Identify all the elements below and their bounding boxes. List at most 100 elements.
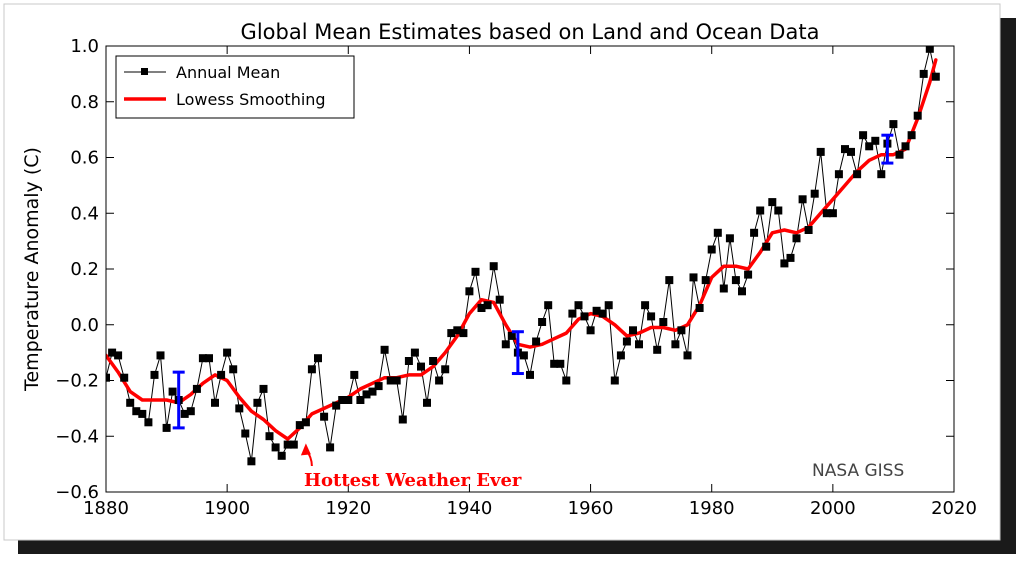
annual-mean-point: [526, 370, 534, 379]
annual-mean-point: [241, 429, 250, 438]
y-tick-label: −0.2: [55, 371, 99, 392]
annual-mean-point: [198, 354, 207, 363]
annual-mean-point: [913, 111, 922, 120]
annual-mean-point: [562, 376, 571, 385]
annotation-hottest-weather: Hottest Weather Ever: [304, 470, 522, 491]
annual-mean-point: [283, 440, 292, 449]
plot-area: [106, 46, 940, 466]
y-tick-label: −0.6: [55, 482, 99, 503]
annual-mean-point: [235, 404, 244, 413]
x-tick-label: 1900: [204, 498, 250, 519]
annual-mean-point: [410, 348, 419, 357]
annual-mean-point: [144, 418, 153, 427]
annual-mean-point: [108, 348, 117, 357]
annual-mean-point: [132, 407, 141, 416]
annual-mean-point: [441, 365, 450, 374]
annual-mean-point: [126, 398, 135, 407]
annual-mean-point: [853, 170, 862, 179]
annual-mean-point: [641, 301, 650, 310]
annual-mean-point: [568, 309, 577, 318]
annual-mean-point: [598, 309, 607, 318]
annual-mean-point: [556, 359, 565, 368]
annual-mean-point: [592, 306, 601, 315]
legend-annual-mean-label: Annual Mean: [176, 63, 280, 82]
annual-mean-point: [156, 351, 165, 360]
annual-mean-point: [931, 72, 940, 81]
annual-mean-point: [362, 390, 371, 399]
annual-mean-point: [138, 409, 147, 418]
annual-mean-point: [253, 398, 262, 407]
annual-mean-point: [792, 234, 801, 243]
annual-mean-point: [380, 345, 389, 354]
legend: Annual Mean Lowess Smoothing: [115, 55, 355, 119]
annual-mean-point: [865, 142, 874, 151]
annual-mean-point: [386, 376, 395, 385]
annual-mean-point: [907, 131, 916, 140]
x-tick-label: 2020: [931, 498, 977, 519]
legend-box: [115, 55, 355, 119]
annual-mean-point: [750, 228, 759, 237]
annual-mean-point: [725, 234, 734, 243]
y-tick-label: −0.4: [55, 426, 99, 447]
annual-mean-point: [301, 418, 310, 427]
y-tick-label: 0.6: [70, 148, 99, 169]
annual-mean-point: [719, 284, 728, 293]
annual-mean-point: [483, 301, 492, 310]
annual-mean-point: [647, 312, 656, 321]
annual-mean-point: [738, 287, 746, 296]
annual-mean-point: [507, 331, 516, 340]
annual-mean-point: [307, 365, 316, 374]
annual-mean-point: [731, 276, 740, 285]
x-tick-label: 1940: [447, 498, 493, 519]
annual-mean-point: [392, 376, 401, 385]
x-tick-label: 2000: [810, 498, 856, 519]
x-tick-label: 1960: [568, 498, 614, 519]
annual-mean-point: [574, 301, 583, 310]
annual-mean-point: [610, 376, 619, 385]
annual-mean-point: [859, 131, 868, 140]
annual-mean-point: [786, 253, 795, 262]
annual-mean-point: [780, 259, 789, 268]
annual-mean-point: [326, 443, 335, 452]
annual-mean-point: [532, 337, 541, 346]
annual-mean-point: [629, 326, 637, 335]
y-tick-label: 0.8: [70, 92, 99, 113]
annual-mean-point: [489, 262, 498, 271]
annual-mean-point: [398, 415, 407, 424]
chart-title: Global Mean Estimates based on Land and …: [241, 20, 820, 44]
annual-mean-point: [689, 273, 698, 282]
annual-mean-point: [677, 326, 686, 335]
annual-mean-point: [659, 318, 668, 326]
legend-lowess-label: Lowess Smoothing: [176, 90, 326, 109]
x-tick-label: 1980: [689, 498, 735, 519]
tick-labels: 1880 1900 1920 1940 1960 1980 2000 2020 −0.6 −0.4…: [55, 36, 977, 519]
annual-mean-point: [106, 373, 110, 382]
error-bars: [172, 133, 894, 430]
annual-mean-point: [847, 147, 855, 156]
annual-mean-point: [374, 382, 383, 391]
annual-mean-point: [453, 326, 462, 335]
annual-mean-point: [471, 267, 480, 276]
lowess-smoothing-line: [106, 58, 938, 441]
annual-mean-point: [477, 304, 486, 312]
annual-mean-point: [320, 412, 329, 421]
annual-mean-point: [671, 340, 680, 349]
annual-mean-point: [586, 326, 595, 335]
annual-mean-point: [798, 195, 807, 204]
annual-mean-point: [695, 304, 704, 312]
annual-mean-point: [417, 362, 425, 371]
annual-mean-point: [338, 396, 347, 404]
annual-mean-point: [519, 351, 528, 360]
annual-mean-point: [186, 407, 195, 416]
annual-mean-point: [665, 276, 674, 285]
annual-mean-point: [816, 147, 825, 156]
annual-mean-point: [205, 354, 213, 363]
annual-mean-point: [289, 440, 298, 449]
annual-mean-point: [822, 209, 831, 218]
annual-mean-point: [223, 348, 232, 357]
annual-mean-point: [774, 206, 783, 215]
annual-mean-point: [465, 287, 474, 296]
annual-mean-point: [495, 295, 504, 304]
annual-mean-point: [265, 432, 274, 441]
